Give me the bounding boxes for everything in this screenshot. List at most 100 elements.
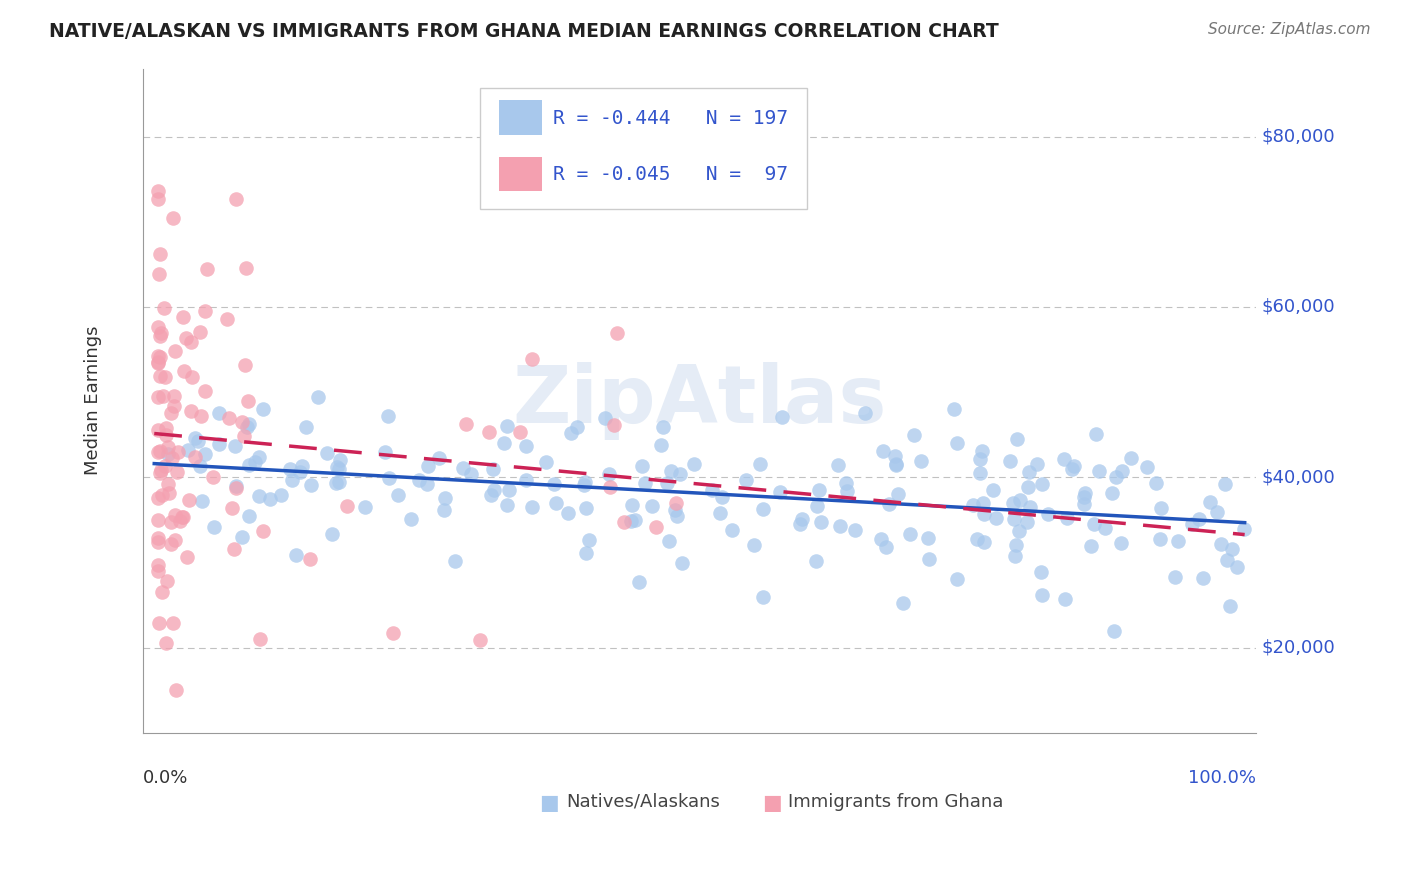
Point bbox=[1192, 571, 1215, 585]
Point bbox=[150, 488, 173, 502]
Point bbox=[1199, 495, 1222, 509]
Point bbox=[1220, 541, 1243, 556]
Point bbox=[981, 483, 1004, 497]
Point bbox=[316, 445, 339, 459]
Point bbox=[444, 554, 467, 568]
Point bbox=[201, 470, 224, 484]
Point bbox=[156, 476, 179, 491]
Point bbox=[893, 596, 915, 610]
Point bbox=[973, 535, 995, 549]
Point bbox=[148, 247, 170, 261]
Point bbox=[252, 524, 274, 538]
Point bbox=[575, 546, 598, 560]
Point bbox=[886, 457, 908, 471]
Point bbox=[231, 530, 253, 544]
Point bbox=[869, 532, 891, 546]
Point bbox=[284, 548, 307, 562]
Point bbox=[291, 458, 314, 473]
Point bbox=[252, 401, 274, 416]
Point bbox=[1215, 477, 1237, 491]
Point bbox=[157, 447, 180, 461]
Point bbox=[150, 585, 173, 599]
Point bbox=[972, 496, 994, 510]
Point bbox=[966, 532, 988, 546]
Point bbox=[830, 519, 852, 533]
Point bbox=[163, 508, 186, 523]
Point bbox=[664, 496, 686, 510]
Point bbox=[194, 303, 217, 318]
Point bbox=[146, 558, 169, 572]
Point bbox=[399, 512, 422, 526]
Point bbox=[574, 475, 596, 489]
Point bbox=[328, 475, 350, 489]
Point bbox=[644, 520, 666, 534]
Point bbox=[969, 466, 991, 480]
Point bbox=[973, 507, 995, 521]
Point bbox=[752, 502, 775, 516]
Point bbox=[835, 475, 858, 490]
Point bbox=[946, 435, 969, 450]
Text: Median Earnings: Median Earnings bbox=[84, 326, 103, 475]
Point bbox=[1205, 504, 1227, 518]
Text: ZipAtlas: ZipAtlas bbox=[512, 361, 887, 440]
Text: ■: ■ bbox=[540, 792, 560, 813]
Point bbox=[247, 489, 270, 503]
Text: Source: ZipAtlas.com: Source: ZipAtlas.com bbox=[1208, 22, 1371, 37]
Point bbox=[387, 488, 409, 502]
Point bbox=[599, 480, 621, 494]
Point bbox=[565, 420, 588, 434]
Point bbox=[325, 475, 347, 490]
Point bbox=[557, 506, 579, 520]
Point bbox=[236, 393, 259, 408]
Point bbox=[236, 419, 259, 434]
Point bbox=[208, 406, 231, 420]
Point bbox=[146, 355, 169, 369]
Point bbox=[593, 411, 616, 425]
Point bbox=[844, 523, 866, 537]
Point bbox=[146, 491, 169, 506]
Point bbox=[575, 501, 598, 516]
Point bbox=[166, 444, 188, 458]
Point bbox=[1074, 485, 1097, 500]
Point bbox=[1144, 475, 1167, 490]
Point bbox=[917, 531, 939, 545]
Text: $20,000: $20,000 bbox=[1261, 639, 1334, 657]
Point bbox=[1167, 533, 1189, 548]
Point bbox=[149, 463, 172, 477]
Point bbox=[735, 474, 758, 488]
Point bbox=[225, 479, 247, 493]
Point bbox=[482, 462, 505, 476]
Point bbox=[149, 350, 172, 364]
Point bbox=[1105, 469, 1128, 483]
Point bbox=[560, 425, 582, 440]
Point bbox=[835, 483, 858, 498]
Point bbox=[770, 410, 793, 425]
Point bbox=[1010, 492, 1032, 507]
Point bbox=[270, 488, 292, 502]
Text: 100.0%: 100.0% bbox=[1188, 769, 1256, 788]
Point bbox=[299, 551, 322, 566]
Point bbox=[496, 418, 519, 433]
Point bbox=[810, 516, 832, 530]
Point bbox=[606, 326, 628, 341]
Point bbox=[515, 439, 537, 453]
Point bbox=[1102, 624, 1125, 638]
Point bbox=[634, 475, 657, 490]
Point bbox=[238, 417, 260, 432]
Point bbox=[752, 591, 775, 605]
Text: $80,000: $80,000 bbox=[1261, 128, 1334, 145]
Point bbox=[1136, 460, 1159, 475]
Point bbox=[180, 404, 202, 418]
Point bbox=[1005, 433, 1028, 447]
Point bbox=[652, 420, 675, 434]
Point bbox=[1001, 496, 1024, 510]
Point bbox=[620, 514, 643, 528]
Point bbox=[572, 478, 595, 492]
Point bbox=[1219, 599, 1241, 613]
Point bbox=[233, 429, 256, 443]
Point bbox=[1015, 516, 1038, 530]
Point bbox=[520, 500, 543, 515]
Point bbox=[650, 438, 672, 452]
Point bbox=[621, 499, 644, 513]
Point bbox=[160, 537, 183, 551]
